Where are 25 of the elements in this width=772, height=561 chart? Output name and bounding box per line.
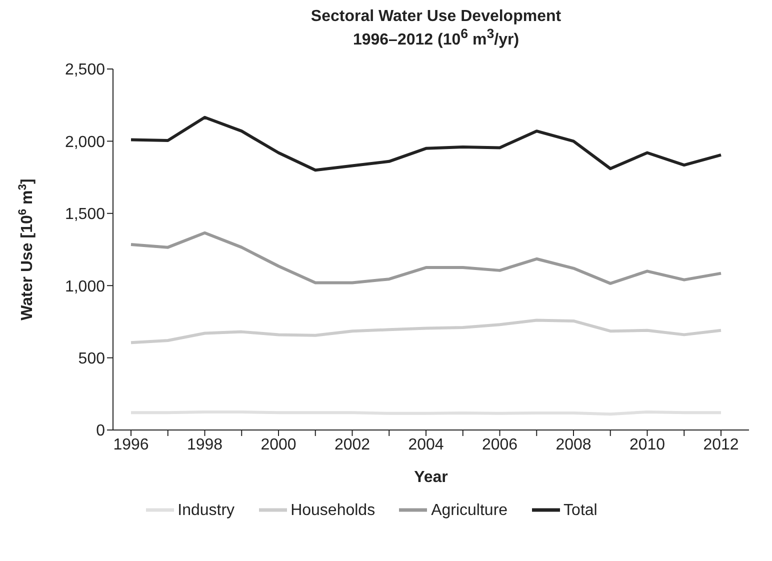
line-series (130, 116, 722, 172)
legend-label: Industry (178, 502, 235, 519)
x-tick-label: 2000 (260, 436, 296, 454)
y-tick-label: 2,000 (64, 134, 106, 152)
line-series (130, 232, 722, 286)
x-tick-label: 2012 (703, 436, 739, 454)
x-tick-label: 2006 (482, 436, 518, 454)
line-series (130, 319, 722, 344)
legend-label: Households (290, 502, 376, 519)
y-tick-label: 1,000 (64, 278, 106, 296)
y-tick-label: 0 (96, 423, 106, 440)
x-tick-label: 2002 (334, 436, 370, 454)
chart-title: Sectoral Water Use Development (310, 8, 562, 26)
legend-label: Total (564, 502, 598, 519)
chart-subtitle: 1996–2012 (10$^{6}$ m$^{3}$/yr) (352, 26, 520, 50)
y-tick-label: 1,500 (64, 206, 106, 224)
x-axis-title: Year (414, 469, 448, 486)
y-tick-label: 2,500 (64, 62, 106, 80)
x-tick-label: 2010 (629, 436, 666, 454)
x-tick-label: 1998 (186, 436, 223, 454)
y-tick-label: 500 (78, 350, 106, 368)
x-tick-label: 1996 (113, 436, 149, 454)
x-tick-label: 2004 (408, 436, 444, 454)
legend-label: Agriculture (431, 502, 508, 519)
x-tick-label: 2008 (556, 436, 592, 454)
